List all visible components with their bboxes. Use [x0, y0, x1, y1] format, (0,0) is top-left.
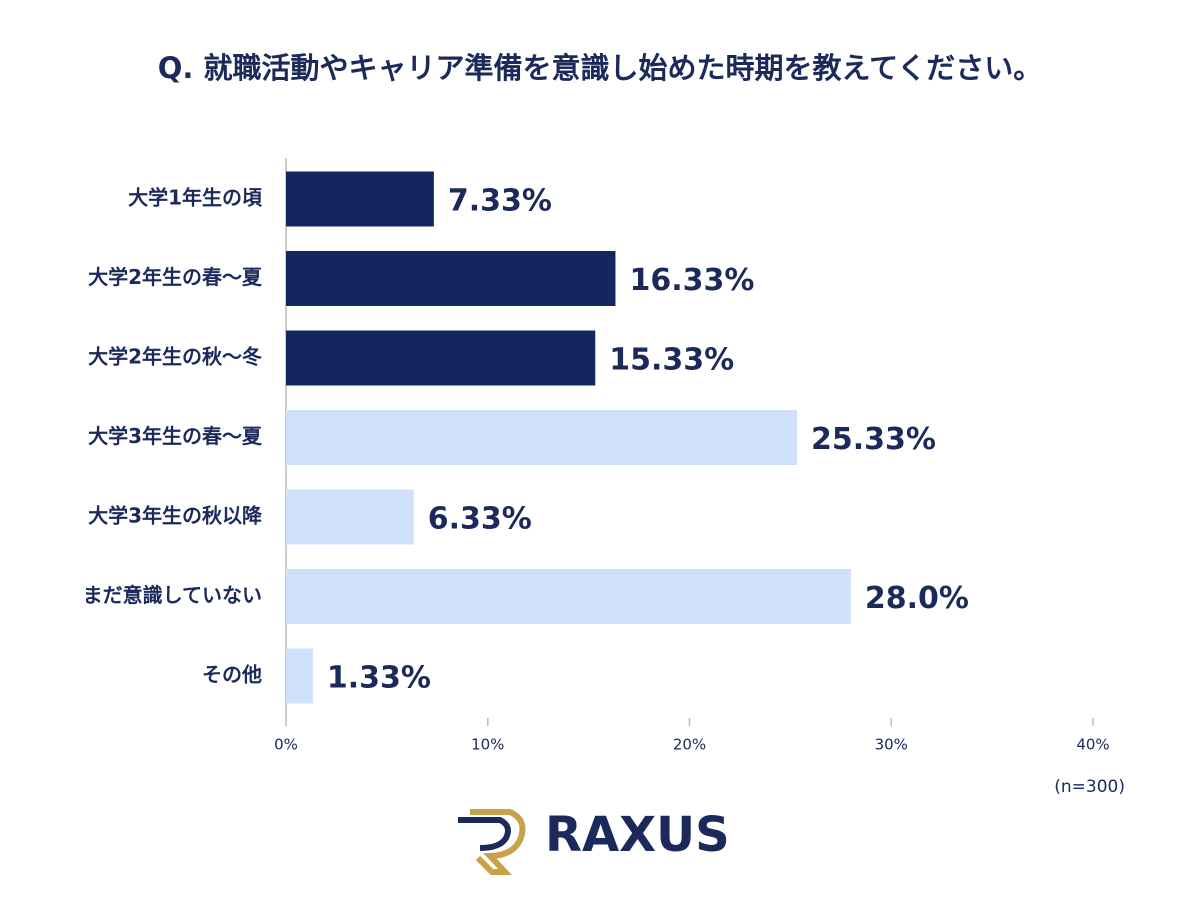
value-label: 25.33% — [811, 422, 936, 457]
value-label: 1.33% — [327, 661, 431, 696]
y-tick-label: 大学1年生の頃 — [128, 186, 263, 210]
x-tick-label: 20% — [673, 736, 706, 754]
logo-icon — [458, 809, 526, 875]
y-tick-label: 大学3年生の春～夏 — [88, 424, 263, 448]
y-tick-label: 大学3年生の秋以降 — [88, 504, 263, 528]
logo-text: RAXUS — [545, 807, 730, 863]
value-label: 16.33% — [629, 263, 754, 298]
bar — [286, 171, 434, 227]
bar — [286, 251, 616, 306]
y-tick-label: 大学2年生の春～夏 — [88, 265, 263, 289]
bar — [286, 569, 851, 624]
x-tick-label: 40% — [1076, 736, 1109, 754]
note: (n=300) — [1054, 777, 1125, 797]
bar — [286, 330, 596, 386]
bar — [286, 648, 313, 704]
value-label: 6.33% — [428, 502, 532, 537]
chart-title: Q. 就職活動やキャリア準備を意識し始めた時期を教えてください。 — [158, 51, 1042, 85]
x-tick-label: 10% — [471, 736, 504, 754]
value-label: 15.33% — [609, 343, 734, 378]
bar — [286, 410, 798, 465]
value-label: 28.0% — [865, 581, 969, 616]
y-tick-label: 大学2年生の秋～冬 — [88, 345, 262, 369]
y-tick-label: まだ意識していない — [83, 583, 262, 607]
bar — [286, 489, 414, 545]
value-label: 7.33% — [448, 184, 552, 219]
x-tick-label: 30% — [875, 736, 908, 754]
x-tick-label: 0% — [274, 736, 298, 754]
y-tick-label: その他 — [202, 663, 262, 687]
